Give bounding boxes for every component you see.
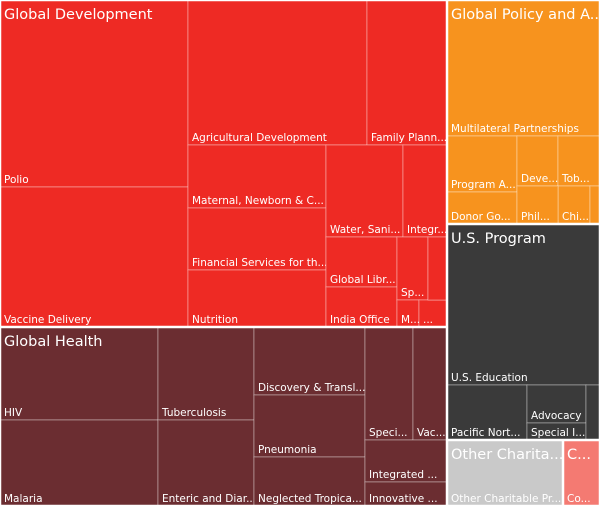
tile-label: Program A... bbox=[451, 179, 516, 191]
tile-agricultural-development[interactable] bbox=[187, 0, 368, 146]
tile-deve[interactable] bbox=[516, 135, 559, 187]
tile-advocacy[interactable] bbox=[526, 384, 587, 424]
tile-label: India Office bbox=[330, 314, 390, 326]
tile-multilateral-partnerships[interactable] bbox=[446, 0, 600, 137]
tile-financial-services-for-the[interactable] bbox=[187, 207, 327, 271]
tile-small-b[interactable] bbox=[427, 236, 448, 301]
tile-label: Vaccine Delivery bbox=[4, 314, 91, 326]
tile-neglected-tropical[interactable] bbox=[253, 456, 366, 506]
tile-family-planning[interactable] bbox=[366, 0, 448, 146]
tile-enteric-and-diarrheal[interactable] bbox=[157, 419, 255, 506]
tile-vaccine-delivery[interactable] bbox=[0, 186, 189, 328]
group-title: C... bbox=[567, 447, 591, 463]
tile-small-e[interactable] bbox=[585, 384, 600, 441]
tile-label: Donor Go... bbox=[451, 211, 511, 223]
tile-label: Chi... bbox=[562, 211, 589, 223]
group-c: Co... C... bbox=[562, 439, 600, 506]
tile-label: U.S. Education bbox=[451, 372, 528, 384]
tile-label: ... bbox=[423, 314, 433, 326]
tile-label: Integrated ... bbox=[369, 469, 437, 481]
tile-phil[interactable] bbox=[516, 185, 559, 225]
tile-innovative[interactable] bbox=[364, 481, 448, 506]
tile-polio[interactable] bbox=[0, 0, 189, 188]
tile-tuberculosis[interactable] bbox=[157, 326, 255, 421]
group-title: Global Policy and A... bbox=[451, 7, 600, 23]
tile-label: Deve... bbox=[521, 173, 558, 185]
tile-label: Speci... bbox=[369, 427, 408, 439]
tile-vac[interactable] bbox=[412, 326, 448, 441]
tile-sp[interactable] bbox=[396, 236, 429, 301]
tile-label: Neglected Tropica... bbox=[258, 493, 362, 505]
tile-label: Innovative ... bbox=[369, 493, 438, 505]
tile-label: Tuberculosis bbox=[161, 407, 226, 419]
tile-tob[interactable] bbox=[557, 135, 600, 187]
group-title: Global Health bbox=[4, 334, 102, 350]
group-u-s-program: U.S. Education Pacific Nort... Advocacy Spe… bbox=[446, 223, 600, 441]
group-title: U.S. Program bbox=[451, 231, 546, 247]
group-title: Other Charita... bbox=[451, 447, 563, 463]
tile-label: HIV bbox=[4, 407, 23, 419]
tile-label: Agricultural Development bbox=[192, 132, 327, 144]
group-global-policy-and-a: Multilateral Partnerships Program A... Don… bbox=[446, 0, 600, 225]
tile-label: Maternal, Newborn & C... bbox=[192, 195, 324, 207]
group-other-charita: Other Charitable Pr... Other Charita... bbox=[446, 439, 564, 506]
tile-co[interactable] bbox=[562, 439, 600, 506]
tile-label: Sp... bbox=[401, 287, 424, 299]
tile-nutrition[interactable] bbox=[187, 269, 327, 328]
tile-chi[interactable] bbox=[557, 185, 591, 225]
tile-label: Financial Services for th... bbox=[192, 257, 328, 269]
tile-label: Special I... bbox=[531, 427, 585, 439]
tile-speci[interactable] bbox=[364, 326, 414, 441]
tile-u-s-education[interactable] bbox=[446, 223, 600, 386]
tile-label: M... bbox=[401, 314, 420, 326]
tile-label: Phil... bbox=[521, 211, 550, 223]
group-outline bbox=[0, 0, 448, 328]
tile-label: Nutrition bbox=[192, 314, 238, 326]
tile-integrated[interactable] bbox=[364, 439, 448, 483]
tile-label: Vac... bbox=[417, 427, 446, 439]
group-global-development: Polio Vaccine Delivery Agricultural Develo… bbox=[0, 0, 448, 328]
group-global-health: HIV Malaria Tuberculosis Enteric and Diar..… bbox=[0, 326, 448, 506]
tile-label: Multilateral Partnerships bbox=[451, 123, 579, 135]
tile-small-d[interactable] bbox=[589, 185, 600, 225]
tile-label: Other Charitable Pr... bbox=[451, 493, 561, 505]
tile-pacific-nort[interactable] bbox=[446, 384, 528, 441]
tile-label: Water, Sani... bbox=[330, 224, 400, 236]
tile-label: Polio bbox=[4, 174, 29, 186]
tile-maternal-newborn-c[interactable] bbox=[187, 144, 327, 209]
tile-label: Discovery & Transl... bbox=[258, 382, 365, 394]
tile-label: Pacific Nort... bbox=[451, 427, 520, 439]
tile-label: Pneumonia bbox=[258, 444, 317, 456]
tile-label: Tob... bbox=[561, 173, 590, 185]
tile-label: Global Libr... bbox=[330, 274, 396, 286]
tile-label: Integr... bbox=[407, 224, 447, 236]
tile-label: Advocacy bbox=[531, 410, 582, 422]
tile-label: Family Plann... bbox=[371, 132, 447, 144]
group-title: Global Development bbox=[4, 7, 153, 23]
tile-label: Co... bbox=[567, 493, 591, 505]
tile-malaria[interactable] bbox=[0, 419, 159, 506]
tile-label: Enteric and Diar... bbox=[162, 493, 256, 505]
tile-donor-go[interactable] bbox=[446, 191, 518, 225]
tile-label: Malaria bbox=[4, 493, 43, 505]
